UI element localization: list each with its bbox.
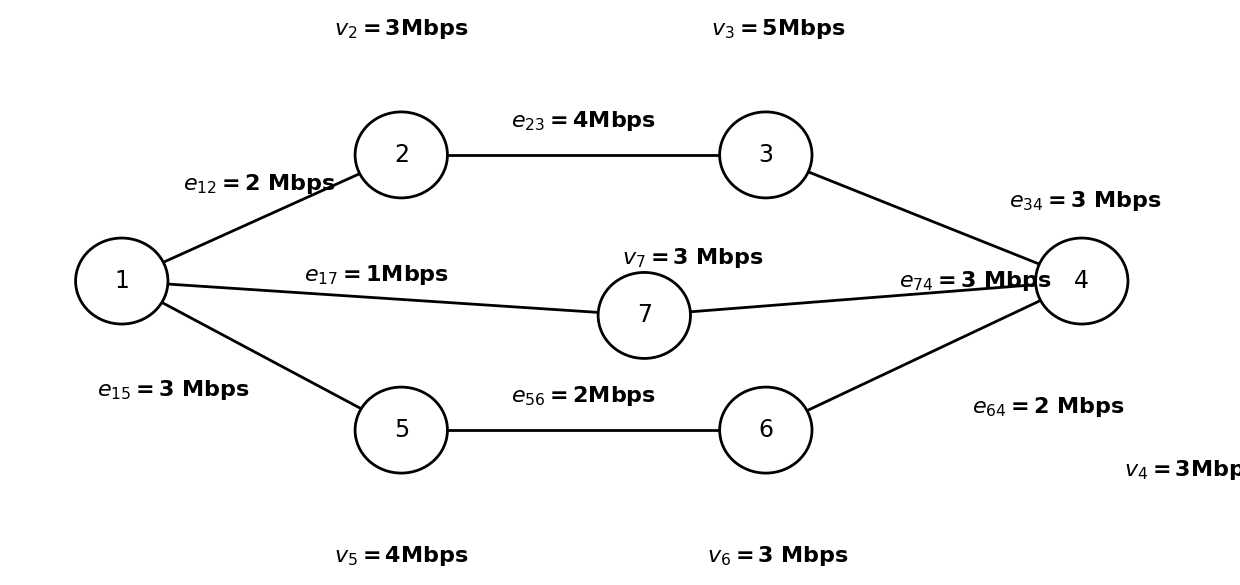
Text: $\boldsymbol{v_{3}}$$\mathbf{=5Mbps}$: $\boldsymbol{v_{3}}$$\mathbf{=5Mbps}$ xyxy=(711,17,846,41)
Ellipse shape xyxy=(355,387,448,473)
Ellipse shape xyxy=(719,387,812,473)
Text: $\boldsymbol{v_{5}}$$\mathbf{=4Mbps}$: $\boldsymbol{v_{5}}$$\mathbf{=4Mbps}$ xyxy=(334,544,469,568)
Text: $\boldsymbol{e_{15}}$$\mathbf{=3\ Mbps}$: $\boldsymbol{e_{15}}$$\mathbf{=3\ Mbps}$ xyxy=(98,378,249,402)
Ellipse shape xyxy=(598,273,691,359)
Ellipse shape xyxy=(719,112,812,198)
Text: 5: 5 xyxy=(393,418,409,442)
Text: $\boldsymbol{e_{12}}$$\mathbf{=2\ Mbps}$: $\boldsymbol{e_{12}}$$\mathbf{=2\ Mbps}$ xyxy=(182,171,335,195)
Text: 6: 6 xyxy=(759,418,774,442)
Text: $\boldsymbol{e_{74}}$$\mathbf{=3\ Mbps}$: $\boldsymbol{e_{74}}$$\mathbf{=3\ Mbps}$ xyxy=(899,269,1052,293)
Text: $\boldsymbol{e_{34}}$$\mathbf{=3\ Mbps}$: $\boldsymbol{e_{34}}$$\mathbf{=3\ Mbps}$ xyxy=(1009,189,1161,213)
Text: 3: 3 xyxy=(759,143,774,167)
Ellipse shape xyxy=(355,112,448,198)
Text: $\boldsymbol{v_{2}}$$\mathbf{=3Mbps}$: $\boldsymbol{v_{2}}$$\mathbf{=3Mbps}$ xyxy=(334,17,469,41)
Text: $\boldsymbol{e_{23}}$$\mathbf{=4Mbps}$: $\boldsymbol{e_{23}}$$\mathbf{=4Mbps}$ xyxy=(511,108,656,133)
Text: $\boldsymbol{v_{7}}$$\mathbf{=3\ Mbps}$: $\boldsymbol{v_{7}}$$\mathbf{=3\ Mbps}$ xyxy=(622,246,764,270)
Text: $\boldsymbol{e_{17}}$$\mathbf{=1Mbps}$: $\boldsymbol{e_{17}}$$\mathbf{=1Mbps}$ xyxy=(304,263,449,287)
Text: $\boldsymbol{e_{64}}$$\mathbf{=2\ Mbps}$: $\boldsymbol{e_{64}}$$\mathbf{=2\ Mbps}$ xyxy=(972,395,1125,419)
Text: 2: 2 xyxy=(394,143,409,167)
Ellipse shape xyxy=(76,238,167,324)
Text: 4: 4 xyxy=(1074,269,1089,293)
Ellipse shape xyxy=(1035,238,1128,324)
Text: $\boldsymbol{v_{4}}$$\mathbf{=3Mbps}$: $\boldsymbol{v_{4}}$$\mathbf{=3Mbps}$ xyxy=(1123,458,1240,482)
Text: $\boldsymbol{e_{56}}$$\mathbf{=2Mbps}$: $\boldsymbol{e_{56}}$$\mathbf{=2Mbps}$ xyxy=(511,384,656,408)
Text: $\boldsymbol{v_{6}}$$\mathbf{=3\ Mbps}$: $\boldsymbol{v_{6}}$$\mathbf{=3\ Mbps}$ xyxy=(707,544,849,568)
Text: 7: 7 xyxy=(637,304,652,328)
Text: 1: 1 xyxy=(114,269,129,293)
